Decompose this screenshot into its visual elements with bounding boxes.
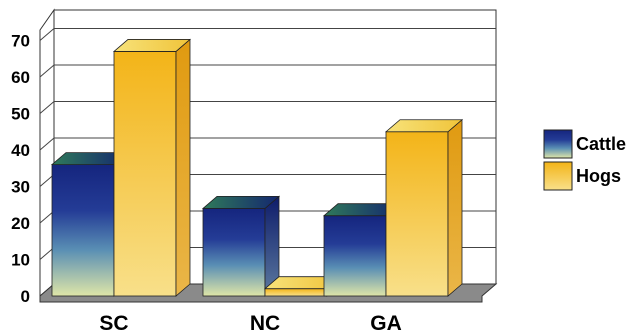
y-tick-label: 50 — [11, 105, 30, 124]
bar-cattle-nc — [201, 195, 281, 297]
bar-front — [51, 164, 115, 297]
legend-label-cattle: Cattle — [576, 134, 626, 154]
bars — [50, 38, 464, 297]
y-tick-label: 60 — [11, 68, 30, 87]
legend-swatch-cattle — [543, 129, 573, 159]
gridline-side — [39, 137, 55, 151]
x-axis-categories: SC NC GA — [99, 312, 401, 333]
y-tick-label: 70 — [11, 32, 30, 51]
bar-front — [264, 288, 328, 297]
bar-side — [447, 118, 463, 297]
y-tick-label: 40 — [11, 141, 30, 160]
x-category-label: GA — [370, 312, 402, 333]
bar-top — [112, 39, 192, 52]
bar-front — [113, 51, 177, 297]
legend-swatch-hogs — [543, 161, 573, 191]
bar-hogs-sc — [112, 38, 192, 297]
y-axis-ticks: 0 10 20 30 40 50 60 70 — [11, 32, 30, 307]
gridline-side — [39, 64, 55, 78]
x-category-label: SC — [99, 312, 128, 333]
x-category-label: NC — [250, 312, 280, 333]
y-tick-label: 30 — [11, 178, 30, 197]
legend: Cattle Hogs — [543, 129, 626, 191]
gridline-side — [39, 28, 55, 41]
legend-label-hogs: Hogs — [576, 166, 621, 186]
bar-front — [385, 131, 449, 297]
bar-top — [384, 119, 464, 133]
gridline-side — [39, 101, 55, 114]
y-tick-label: 20 — [11, 214, 30, 233]
bar-front — [323, 215, 387, 297]
y-tick-label: 0 — [21, 287, 30, 306]
bar-side — [175, 38, 191, 297]
bar-hogs-ga — [384, 118, 464, 297]
bar-top — [201, 195, 281, 209]
y-tick-label: 10 — [11, 251, 30, 270]
bar-front — [202, 207, 266, 297]
